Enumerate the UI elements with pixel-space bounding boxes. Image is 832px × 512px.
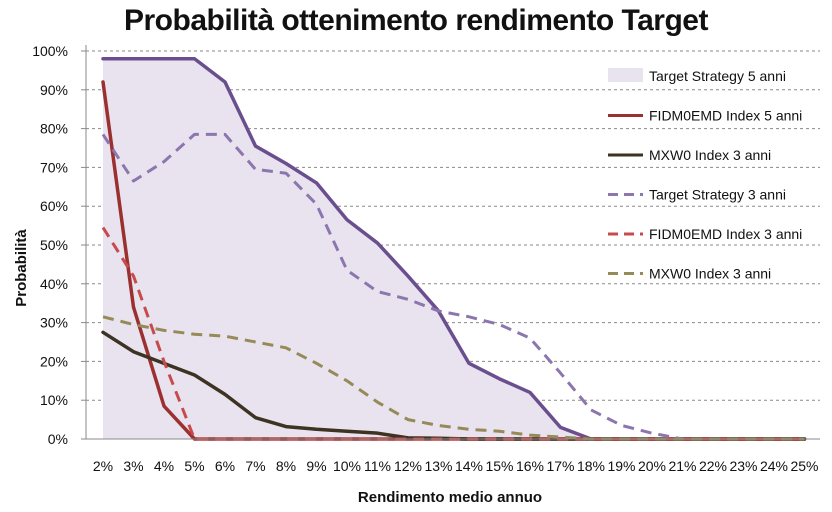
y-tick-labels: 0% 10% 20% 30% 40% 50% 60% 70% 80% 90% 100%	[32, 43, 68, 447]
legend-label: FIDM0EMD Index 5 anni	[649, 108, 802, 124]
legend-label: MXW0 Index 3 anni	[649, 147, 771, 163]
y-tick-label: 60%	[40, 198, 68, 214]
x-tick-label: 3%	[123, 458, 143, 474]
x-tick-label: 23%	[729, 458, 757, 474]
legend-label: FIDM0EMD Index 3 anni	[649, 226, 802, 242]
x-tick-label: 22%	[699, 458, 727, 474]
legend-label: Target Strategy 5 anni	[649, 68, 786, 84]
x-tick-label: 5%	[184, 458, 204, 474]
legend-swatch-area	[608, 68, 643, 82]
x-tick-label: 14%	[455, 458, 483, 474]
x-tick-label: 7%	[245, 458, 265, 474]
y-axis-title: Probabilità	[13, 229, 30, 307]
y-tick-label: 40%	[40, 276, 68, 292]
x-tick-labels: 2% 3% 4% 5% 6% 7% 8% 9% 10% 11% 12% 13% 14% 15% 16% 17%…	[93, 458, 819, 474]
x-tick-label: 20%	[638, 458, 666, 474]
x-tick-label: 10%	[333, 458, 361, 474]
y-tick-label: 0%	[48, 431, 68, 447]
series-mxw0-index-3-anni-dashed	[102, 315, 805, 441]
y-tick-label: 20%	[40, 353, 68, 369]
x-tick-label: 15%	[485, 458, 513, 474]
y-tick-label: 100%	[32, 43, 68, 59]
y-tick-label: 90%	[40, 82, 68, 98]
legend-label: Target Strategy 3 anni	[649, 187, 786, 203]
x-tick-label: 24%	[760, 458, 788, 474]
x-tick-label: 9%	[306, 458, 326, 474]
y-tick-label: 80%	[40, 121, 68, 137]
series-target-strategy-3-anni-dashed	[101, 132, 805, 441]
y-tick-label: 50%	[40, 237, 68, 253]
axes	[81, 45, 820, 440]
legend-label: MXW0 Index 3 anni	[649, 266, 771, 282]
legend: Target Strategy 5 anni FIDM0EMD Index 5 a…	[608, 68, 802, 282]
x-tick-label: 2%	[93, 458, 113, 474]
x-tick-label: 12%	[394, 458, 422, 474]
x-tick-label: 13%	[424, 458, 452, 474]
x-tick-label: 17%	[546, 458, 574, 474]
x-axis-title: Rendimento medio annuo	[358, 489, 542, 506]
x-tick-label: 4%	[154, 458, 174, 474]
x-tick-label: 6%	[215, 458, 235, 474]
x-tick-label: 19%	[607, 458, 635, 474]
x-tick-label: 25%	[790, 458, 818, 474]
x-tick-label: 18%	[577, 458, 605, 474]
y-tick-label: 70%	[40, 159, 68, 175]
x-tick-label: 11%	[364, 458, 391, 474]
y-tick-label: 10%	[40, 392, 68, 408]
x-tick-label: 21%	[668, 458, 696, 474]
area-series	[103, 58, 805, 439]
chart-title: Probabilità ottenimento rendimento Targe…	[124, 4, 708, 37]
x-tick-label: 16%	[516, 458, 544, 474]
x-tick-label: 8%	[276, 458, 296, 474]
area-target-strategy-5-anni	[103, 58, 805, 439]
y-tick-label: 30%	[40, 315, 68, 331]
